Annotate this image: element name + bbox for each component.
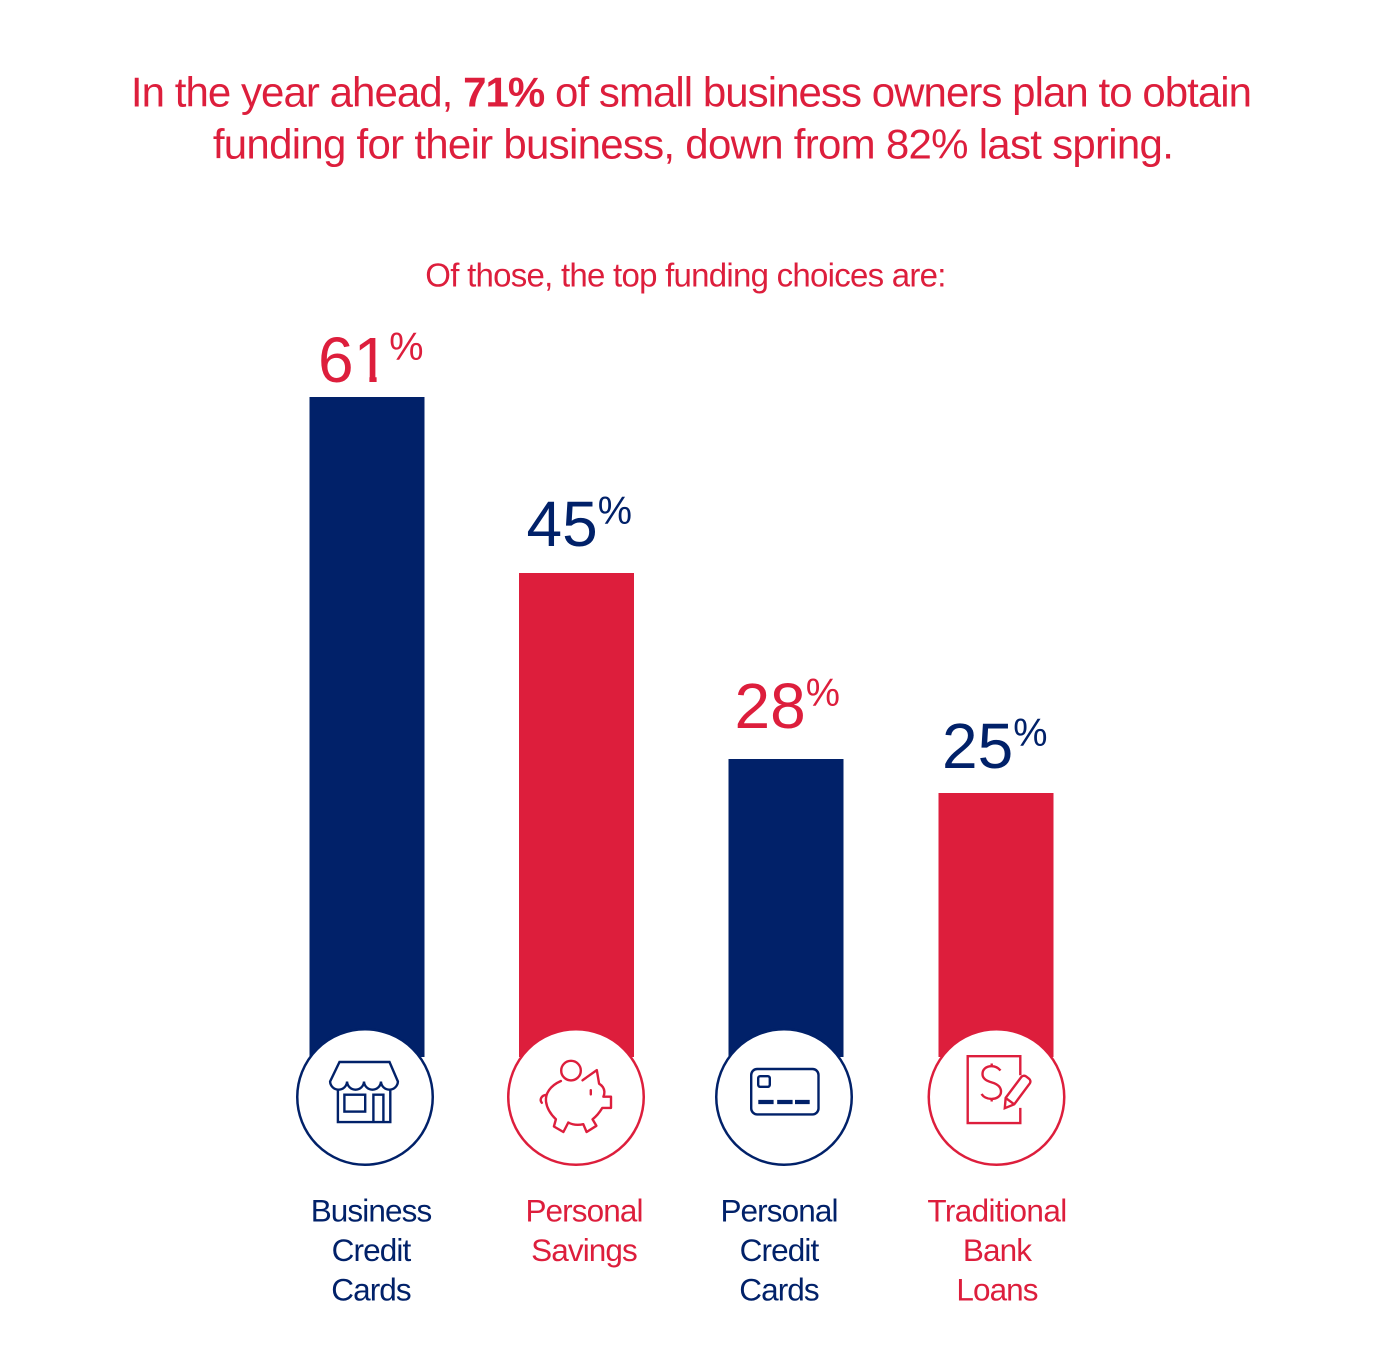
svg-text:Personal: Personal [720, 1192, 837, 1228]
svg-text:25%: 25% [942, 710, 1047, 782]
svg-text:Traditional: Traditional [927, 1192, 1066, 1228]
svg-text:funding for their business, do: funding for their business, down from 82… [213, 121, 1173, 168]
svg-text:Credit: Credit [740, 1232, 820, 1268]
svg-text:Credit: Credit [332, 1232, 412, 1268]
svg-text:61%: 61% [318, 324, 423, 396]
svg-text:Cards: Cards [331, 1272, 411, 1308]
svg-text:Of those, the top funding choi: Of those, the top funding choices are: [425, 256, 945, 293]
svg-text:Loans: Loans [956, 1272, 1037, 1308]
svg-text:Savings: Savings [531, 1232, 637, 1268]
svg-text:Bank: Bank [963, 1232, 1032, 1268]
svg-text:Personal: Personal [525, 1192, 642, 1228]
svg-text:Business: Business [311, 1192, 432, 1228]
svg-text:In the year ahead, 71% of smal: In the year ahead, 71% of small business… [131, 68, 1251, 115]
svg-text:Cards: Cards [739, 1272, 819, 1308]
